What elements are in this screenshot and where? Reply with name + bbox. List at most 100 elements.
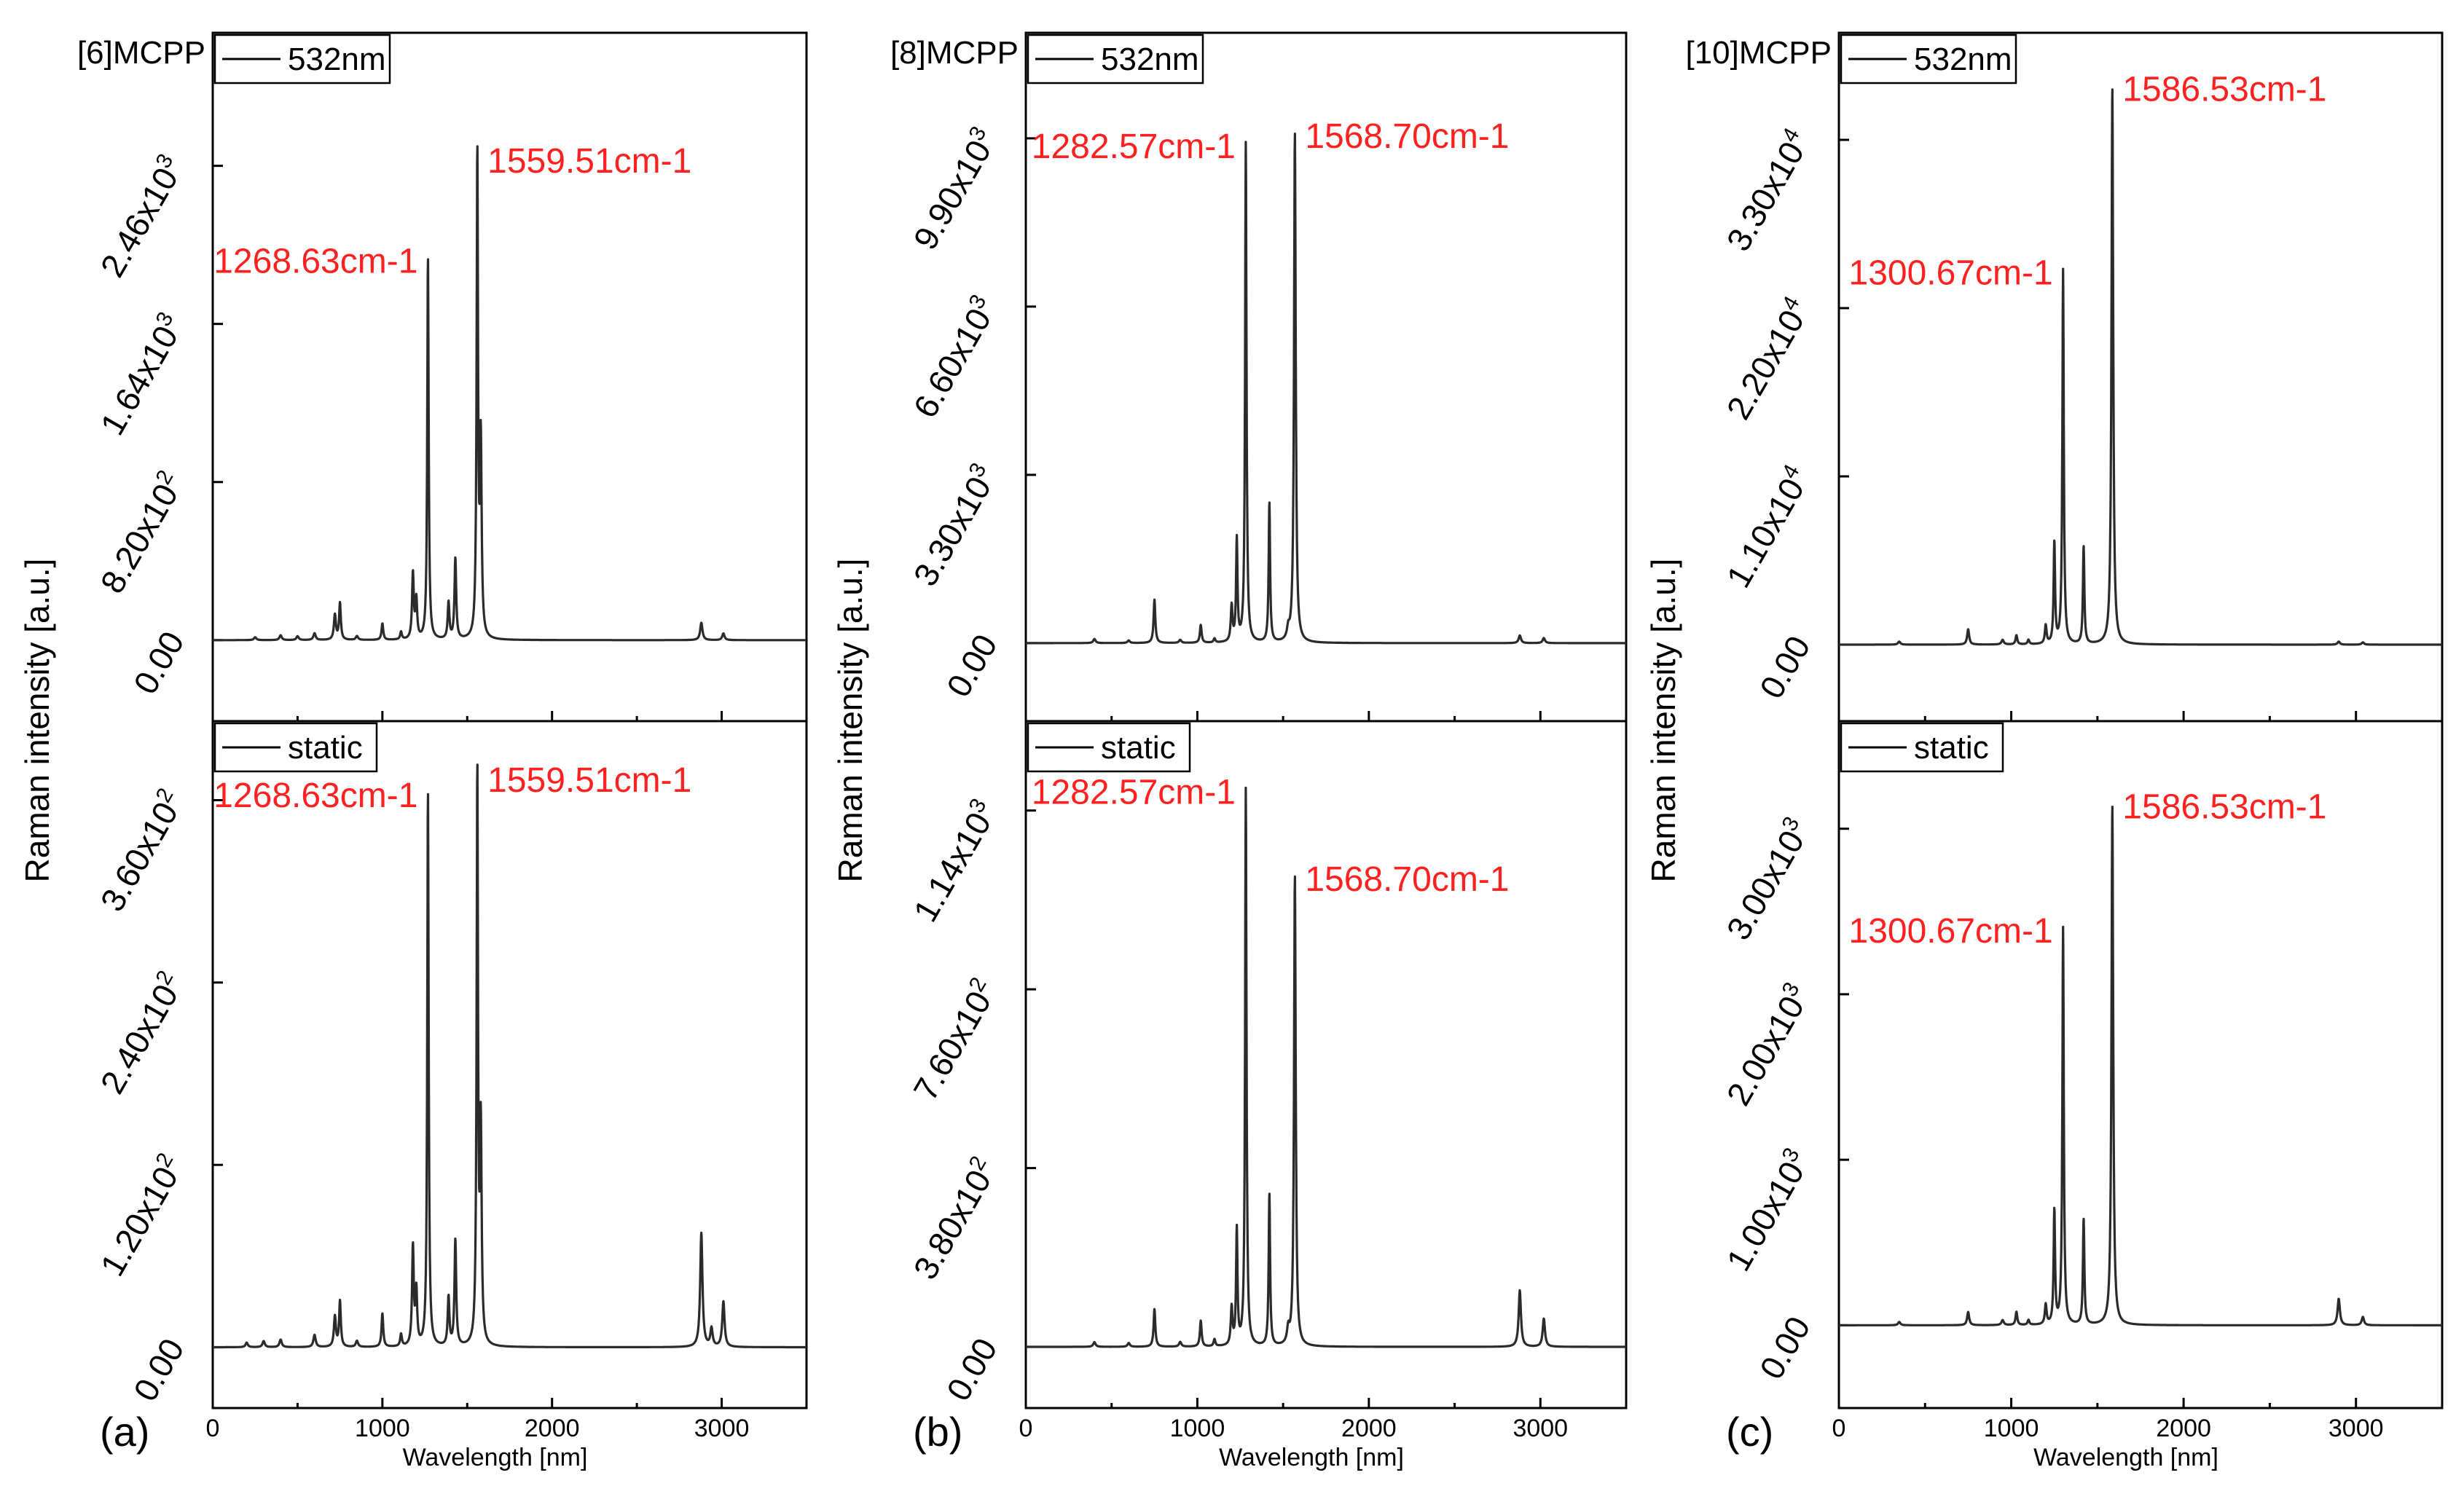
panel-label: (a)	[100, 1409, 149, 1455]
subplot-532nm: 0.00 3.30x103 6.60x103 9.90x103 532nm 1282.57…	[905, 31, 1628, 723]
y-axis-label: Raman intensity [a.u.]	[18, 559, 56, 883]
y-tick-mantissa: 1.10x10	[1719, 471, 1811, 594]
legend-label: static	[1914, 730, 1989, 766]
x-tick-label: 0	[1019, 1415, 1033, 1442]
peak-annotation: 1300.67cm-1	[1849, 912, 2053, 951]
y-tick-label: 0.00	[126, 1332, 192, 1408]
x-tick-label: 3000	[2328, 1415, 2384, 1442]
panel-title: [10]MCPP	[1685, 35, 1832, 71]
x-tick-label: 1000	[1984, 1415, 2039, 1442]
panel-title: [8]MCPP	[890, 35, 1019, 71]
y-tick-mantissa: 3.00x10	[1719, 824, 1811, 946]
y-axis-label: Raman intensity [a.u.]	[1644, 559, 1682, 883]
legend-label: 532nm	[1914, 42, 2012, 77]
y-tick-mantissa: 2.20x10	[1719, 303, 1811, 425]
legend-label: static	[1101, 730, 1176, 766]
legend-label: 532nm	[288, 42, 386, 77]
y-tick-mantissa: 0.00	[939, 1332, 1005, 1407]
panel-1: (a) [6]MCPP Raman intensity [a.u.] 0 1000 200…	[18, 31, 808, 1471]
y-tick-mantissa: 0.00	[126, 625, 192, 701]
spectrum-line	[1024, 133, 1628, 645]
y-tick-label: 1.10x104	[1718, 460, 1818, 594]
peak-annotation: 1282.57cm-1	[1032, 127, 1236, 166]
y-axis-label: Raman intensity [a.u.]	[831, 559, 869, 883]
x-tick-label: 2000	[525, 1415, 580, 1442]
subplot-532nm: 0.00 8.20x102 1.64x103 2.46x103 532nm 1268.63…	[92, 31, 808, 723]
legend-label: static	[288, 730, 363, 766]
y-tick-label: 2.46x103	[92, 150, 192, 283]
peak-annotation: 1268.63cm-1	[213, 243, 417, 281]
y-tick-label: 3.30x104	[1718, 124, 1818, 257]
y-tick-label: 9.90x103	[905, 122, 1005, 256]
x-tick-label: 1000	[1170, 1415, 1225, 1442]
y-tick-label: 3.00x103	[1718, 813, 1818, 946]
y-tick-mantissa: 0.00	[126, 1332, 192, 1408]
y-tick-label: 7.60x102	[905, 973, 1005, 1106]
spectrum-line	[1024, 786, 1628, 1348]
panel-title: [6]MCPP	[77, 35, 205, 71]
y-tick-mantissa: 0.00	[1752, 1310, 1818, 1385]
peak-annotation: 1282.57cm-1	[1032, 774, 1236, 812]
y-tick-mantissa: 2.40x10	[93, 978, 185, 1100]
y-tick-label: 3.30x103	[905, 459, 1005, 592]
legend: static	[213, 722, 378, 773]
plot-frame	[211, 720, 808, 1409]
legend: 532nm	[1840, 34, 2017, 84]
subplot-static: 0.00 1.20x102 2.40x102 3.60x102 static 1268.6…	[92, 720, 808, 1409]
spectrum-line	[1837, 88, 2444, 646]
legend: static	[1840, 722, 2004, 773]
y-tick-label: 2.20x104	[1718, 292, 1818, 425]
y-tick-mantissa: 6.60x10	[906, 302, 998, 424]
y-tick-mantissa: 1.00x10	[1719, 1155, 1811, 1278]
subplot-532nm: 0.00 1.10x104 2.20x104 3.30x104 532nm 1300.67…	[1718, 31, 2444, 723]
panel-3: (c) [10]MCPP Raman intensity [a.u.] 0 1000 20…	[1644, 31, 2444, 1471]
y-tick-label: 1.00x103	[1718, 1144, 1818, 1277]
x-axis-label: Wavelength [nm]	[1219, 1444, 1404, 1471]
y-tick-mantissa: 3.30x10	[906, 470, 998, 592]
subplot-static: 0.00 1.00x103 2.00x103 3.00x103 static 1300.6…	[1718, 720, 2444, 1409]
peak-annotation: 1268.63cm-1	[213, 776, 417, 815]
y-tick-label: 2.00x103	[1718, 978, 1818, 1112]
y-tick-label: 0.00	[939, 628, 1005, 704]
y-tick-mantissa: 3.30x10	[1719, 135, 1811, 257]
y-tick-mantissa: 3.60x10	[93, 795, 185, 918]
x-tick-label: 3000	[1512, 1415, 1568, 1442]
y-tick-label: 0.00	[1752, 629, 1818, 705]
y-tick-mantissa: 7.60x10	[906, 985, 998, 1107]
y-tick-mantissa: 9.90x10	[906, 133, 998, 256]
y-tick-label: 3.80x102	[905, 1152, 1005, 1286]
x-tick-label: 0	[206, 1415, 220, 1442]
peak-annotation: 1568.70cm-1	[1305, 117, 1509, 156]
legend: 532nm	[213, 34, 391, 84]
y-tick-label: 3.60x102	[92, 784, 192, 917]
peak-annotation: 1559.51cm-1	[487, 761, 691, 800]
x-axis-label: Wavelength [nm]	[403, 1444, 588, 1471]
y-tick-label: 1.20x102	[92, 1149, 192, 1282]
spectrum-line	[1837, 806, 2444, 1326]
spectrum-line	[211, 763, 808, 1349]
x-tick-label: 1000	[355, 1415, 410, 1442]
y-tick-mantissa: 1.14x10	[906, 806, 998, 928]
panel-2: (b) [8]MCPP Raman intensity [a.u.] 0 1000 200…	[831, 31, 1628, 1471]
y-tick-label: 6.60x103	[905, 291, 1005, 424]
y-tick-label: 0.00	[939, 1332, 1005, 1407]
x-axis-label: Wavelength [nm]	[2033, 1444, 2218, 1471]
legend: 532nm	[1027, 34, 1204, 84]
y-tick-mantissa: 2.00x10	[1719, 989, 1811, 1112]
peak-annotation: 1586.53cm-1	[2122, 71, 2326, 109]
plot-frame	[1024, 720, 1628, 1409]
y-tick-label: 2.40x102	[92, 967, 192, 1100]
y-tick-mantissa: 2.46x10	[93, 161, 185, 283]
y-tick-label: 8.20x102	[92, 466, 192, 599]
plot-frame	[1837, 720, 2444, 1409]
x-tick-label: 2000	[1341, 1415, 1397, 1442]
x-tick-label: 2000	[2156, 1415, 2211, 1442]
peak-annotation: 1586.53cm-1	[2122, 788, 2326, 827]
plot-frame	[1837, 31, 2444, 723]
y-tick-mantissa: 8.20x10	[93, 477, 185, 599]
panel-label: (b)	[913, 1409, 962, 1455]
y-tick-mantissa: 0.00	[1752, 629, 1818, 705]
y-tick-label: 0.00	[1752, 1310, 1818, 1385]
legend-label: 532nm	[1101, 42, 1199, 77]
